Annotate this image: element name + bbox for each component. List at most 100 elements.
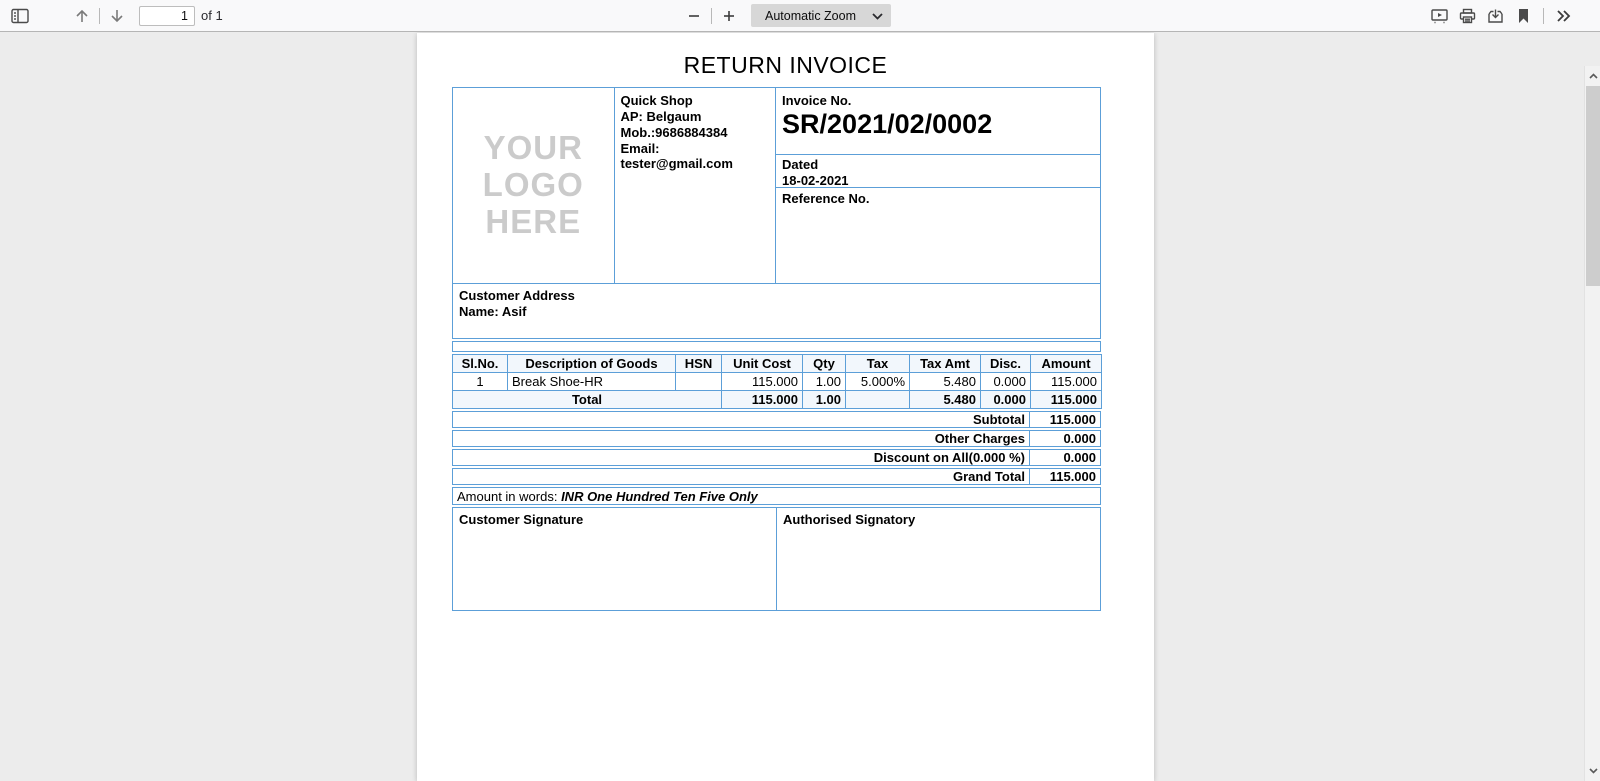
minus-icon (687, 9, 701, 23)
item-row: 1 Break Shoe-HR 115.000 1.00 5.000% 5.48… (452, 372, 1102, 391)
logo-line: YOUR (483, 129, 583, 167)
summary-row: Grand Total 115.000 (452, 468, 1101, 485)
column-header: Description of Goods (507, 354, 676, 373)
column-header: Disc. (980, 354, 1031, 373)
other-charges-value: 0.000 (1063, 431, 1096, 446)
previous-page-button[interactable] (68, 3, 96, 29)
shop-name: Quick Shop (620, 93, 693, 108)
zoom-out-button[interactable] (680, 3, 708, 29)
item-unit-cost: 115.000 (721, 372, 803, 391)
customer-signature-label: Customer Signature (453, 508, 777, 610)
total-tax (845, 390, 910, 409)
item-tax-amt: 5.480 (909, 372, 981, 391)
current-view-bookmark-button[interactable] (1509, 3, 1537, 29)
items-total-row: Total 115.000 1.00 5.480 0.000 115.000 (452, 390, 1102, 409)
amount-in-words-value: INR One Hundred Ten Five Only (561, 489, 758, 504)
shop-email: Email: tester@gmail.com (620, 140, 733, 172)
amount-in-words-row: Amount in words: INR One Hundred Ten Fiv… (452, 487, 1101, 505)
toolbar-more-tools-button[interactable] (1550, 3, 1578, 29)
invoice-header-box: YOUR LOGO HERE Quick Shop AP: Belgaum Mo… (452, 87, 1101, 284)
chevron-down-icon (872, 9, 883, 23)
pdf-viewer-toolbar: of 1 Automatic Zoom (0, 0, 1600, 32)
dated-value: 18-02-2021 (782, 173, 849, 189)
column-header: Qty (802, 354, 846, 373)
print-icon (1459, 8, 1476, 24)
grand-total-value: 115.000 (1049, 469, 1096, 484)
invoice-no-label: Invoice No. (782, 93, 852, 108)
dated-label: Dated (782, 157, 819, 172)
plus-icon (722, 9, 736, 23)
zoom-select-value: Automatic Zoom (765, 8, 857, 23)
zoom-level-select[interactable]: Automatic Zoom (751, 4, 891, 27)
column-header: Unit Cost (721, 354, 803, 373)
column-header: Tax Amt (909, 354, 981, 373)
column-header: Tax (845, 354, 910, 373)
authorised-signatory-label: Authorised Signatory (783, 512, 916, 527)
bookmark-icon (1517, 8, 1530, 24)
arrow-up-icon (74, 8, 90, 24)
shop-mobile: Mob.:9686884384 (620, 124, 728, 140)
shop-info: Quick Shop AP: Belgaum Mob.:9686884384 E… (615, 88, 777, 283)
total-unit-cost: 115.000 (721, 390, 803, 409)
summary-row: Discount on All(0.000 %) 0.000 (452, 449, 1101, 466)
summary-row: Subtotal 115.000 (452, 411, 1101, 428)
vertical-scrollbar[interactable] (1584, 66, 1600, 781)
customer-address-box: Customer Address Name: Asif (452, 284, 1101, 339)
item-slno: 1 (452, 372, 508, 391)
column-header: Sl.No. (452, 354, 508, 373)
item-disc: 0.000 (980, 372, 1031, 391)
scroll-up-button[interactable] (1585, 68, 1600, 84)
items-table-header-row: Sl.No. Description of Goods HSN Unit Cos… (452, 354, 1102, 373)
logo-line: HERE (485, 202, 582, 240)
item-amount: 115.000 (1030, 372, 1102, 391)
customer-address-label: Customer Address (459, 288, 575, 303)
presentation-mode-button[interactable] (1425, 3, 1453, 29)
total-label: Total (452, 390, 722, 409)
grand-total-label: Grand Total (453, 469, 1030, 484)
sidebar-toggle-icon (11, 8, 29, 24)
amount-in-words-label: Amount in words: (457, 489, 558, 504)
page-number-input[interactable] (139, 5, 195, 26)
logo-line: LOGO (482, 166, 584, 204)
zoom-in-button[interactable] (715, 3, 743, 29)
shop-address: AP: Belgaum (620, 108, 702, 124)
logo-placeholder: YOUR LOGO HERE (453, 88, 615, 283)
download-icon (1487, 8, 1504, 24)
item-tax: 5.000% (845, 372, 910, 391)
column-header: Amount (1030, 354, 1102, 373)
item-hsn (675, 372, 722, 391)
scroll-down-button[interactable] (1585, 763, 1600, 779)
summary-row: Other Charges 0.000 (452, 430, 1101, 447)
print-button[interactable] (1453, 3, 1481, 29)
discount-value: 0.000 (1063, 450, 1096, 465)
save-button[interactable] (1481, 3, 1509, 29)
sidebar-toggle-button[interactable] (6, 3, 34, 29)
next-page-button[interactable] (103, 3, 131, 29)
other-charges-label: Other Charges (453, 431, 1030, 446)
items-table: Sl.No. Description of Goods HSN Unit Cos… (452, 354, 1102, 409)
invoice-number: SR/2021/02/0002 (782, 109, 993, 139)
subtotal-value: 115.000 (1049, 412, 1096, 427)
item-description: Break Shoe-HR (507, 372, 676, 391)
double-chevron-right-icon (1556, 9, 1572, 23)
scrollbar-thumb[interactable] (1586, 86, 1600, 286)
total-tax-amt: 5.480 (909, 390, 981, 409)
page-count-label: of 1 (201, 8, 223, 23)
customer-name: Name: Asif (459, 304, 527, 320)
column-header: HSN (675, 354, 722, 373)
total-disc: 0.000 (980, 390, 1031, 409)
discount-label: Discount on All(0.000 %) (453, 450, 1030, 465)
item-qty: 1.00 (802, 372, 846, 391)
total-qty: 1.00 (802, 390, 846, 409)
subtotal-label: Subtotal (453, 412, 1030, 427)
pdf-viewer-canvas-area: RETURN INVOICE YOUR LOGO HERE Quick Shop… (0, 33, 1600, 781)
signature-box: Customer Signature Authorised Signatory (452, 507, 1101, 611)
pdf-page: RETURN INVOICE YOUR LOGO HERE Quick Shop… (417, 33, 1154, 781)
invoice-meta: Invoice No. SR/2021/02/0002 Dated 18-02-… (776, 88, 1100, 283)
presentation-mode-icon (1430, 8, 1448, 24)
total-amount: 115.000 (1030, 390, 1102, 409)
document-title: RETURN INVOICE (683, 52, 888, 78)
reference-no-label: Reference No. (782, 191, 870, 206)
arrow-down-icon (109, 8, 125, 24)
spacer-box (452, 341, 1101, 352)
